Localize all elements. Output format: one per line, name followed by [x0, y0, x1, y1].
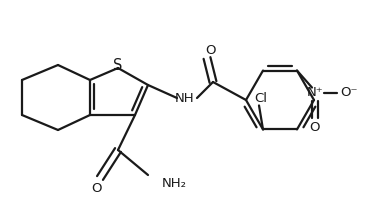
Text: NH: NH: [175, 91, 195, 105]
Text: S: S: [113, 59, 123, 73]
Text: O: O: [310, 121, 320, 134]
Text: NH₂: NH₂: [162, 176, 187, 190]
Text: O⁻: O⁻: [340, 86, 358, 99]
Text: N⁺: N⁺: [307, 86, 323, 99]
Text: Cl: Cl: [254, 92, 268, 105]
Text: O: O: [206, 44, 216, 57]
Text: O: O: [92, 182, 102, 194]
